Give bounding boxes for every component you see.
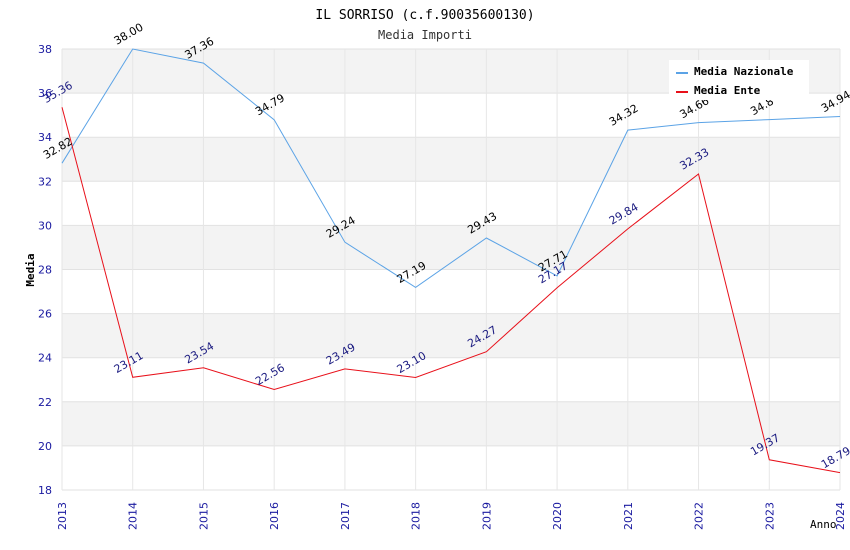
- x-tick-label: 2023: [763, 502, 776, 530]
- series-lines: [61, 48, 841, 474]
- y-axis-ticks: 18 20 22 24 26 28 30 32 34 36 38: [38, 43, 52, 497]
- y-tick-label: 38: [38, 43, 52, 56]
- grid-bands: [62, 49, 840, 490]
- grid-band: [62, 313, 840, 358]
- y-tick-label: 32: [38, 175, 52, 188]
- x-axis-label: Anno: [810, 518, 837, 531]
- x-tick-label: 2021: [622, 502, 635, 530]
- legend-box: [669, 60, 809, 100]
- x-tick-label: 2014: [127, 502, 140, 530]
- grid-band: [62, 93, 840, 138]
- grid-band: [62, 269, 840, 314]
- x-tick-label: 2024: [834, 502, 847, 530]
- y-tick-label: 20: [38, 440, 52, 453]
- x-tick-label: 2019: [480, 502, 493, 530]
- y-tick-label: 18: [38, 484, 52, 497]
- x-tick-label: 2013: [56, 502, 69, 530]
- x-axis-ticks: 2013 2014 2015 2016 2017 2018 2019 2020 2021 2022…: [56, 502, 847, 530]
- y-tick-label: 24: [38, 352, 52, 365]
- legend: Media Nazionale Media Ente: [669, 60, 809, 100]
- legend-label-media-nazionale: Media Nazionale: [694, 65, 794, 78]
- grid-band: [62, 445, 840, 490]
- y-tick-label: 26: [38, 308, 52, 321]
- x-tick-label: 2018: [410, 502, 423, 530]
- chart-title: IL SORRISO (c.f.90035600130): [315, 8, 534, 23]
- x-tick-label: 2015: [197, 502, 210, 530]
- x-tick-label: 2017: [339, 502, 352, 530]
- y-axis-label: Media: [24, 253, 37, 286]
- y-tick-label: 34: [38, 131, 52, 144]
- series-line-media-nazionale: [61, 48, 841, 289]
- y-tick-label: 22: [38, 396, 52, 409]
- x-tick-label: 2020: [551, 502, 564, 530]
- x-tick-label: 2022: [693, 502, 706, 530]
- y-tick-label: 36: [38, 87, 52, 100]
- grid-band: [62, 181, 840, 226]
- grid-band: [62, 137, 840, 182]
- y-tick-label: 30: [38, 219, 52, 232]
- x-tick-label: 2016: [268, 502, 281, 530]
- series-line-media-ente: [61, 107, 841, 474]
- y-tick-label: 28: [38, 264, 52, 277]
- data-label: 38.00: [112, 21, 146, 48]
- chart-subtitle: Media Importi: [378, 28, 472, 42]
- grid-lines: [61, 48, 841, 491]
- grid-band: [62, 401, 840, 446]
- legend-label-media-ente: Media Ente: [694, 84, 761, 97]
